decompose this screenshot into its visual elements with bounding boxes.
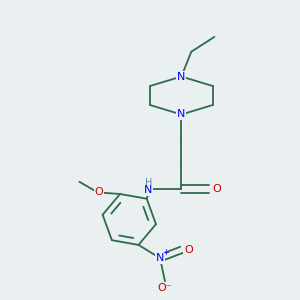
Text: +: + (163, 248, 170, 257)
Text: N: N (177, 110, 186, 119)
Text: O: O (95, 188, 103, 197)
Text: N: N (177, 71, 186, 82)
Text: N: N (144, 185, 152, 196)
Text: N: N (156, 253, 164, 263)
Text: O: O (212, 184, 221, 194)
Text: O⁻: O⁻ (158, 284, 172, 293)
Text: O: O (184, 245, 193, 255)
Text: H: H (145, 178, 152, 188)
